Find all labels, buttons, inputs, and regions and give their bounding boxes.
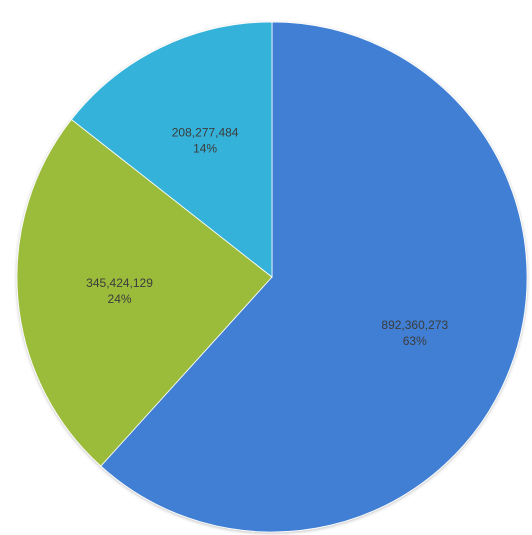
pie-slice-1 (16, 118, 273, 467)
pie-slice-0 (100, 21, 528, 533)
slice-percent-label-1: 24% (108, 292, 132, 306)
pie-slices (16, 21, 528, 533)
pie-labels: 892,360,273 63% 345,424,129 24% 208,277,484 1… (86, 125, 448, 348)
pie-slice-2 (70, 21, 273, 278)
slice-value-label-0: 892,360,273 (381, 318, 448, 332)
slice-percent-label-0: 63% (403, 334, 427, 348)
slice-value-label-2: 208,277,484 (172, 125, 239, 139)
slice-percent-label-2: 14% (193, 141, 217, 155)
slice-value-label-1: 345,424,129 (86, 276, 153, 290)
